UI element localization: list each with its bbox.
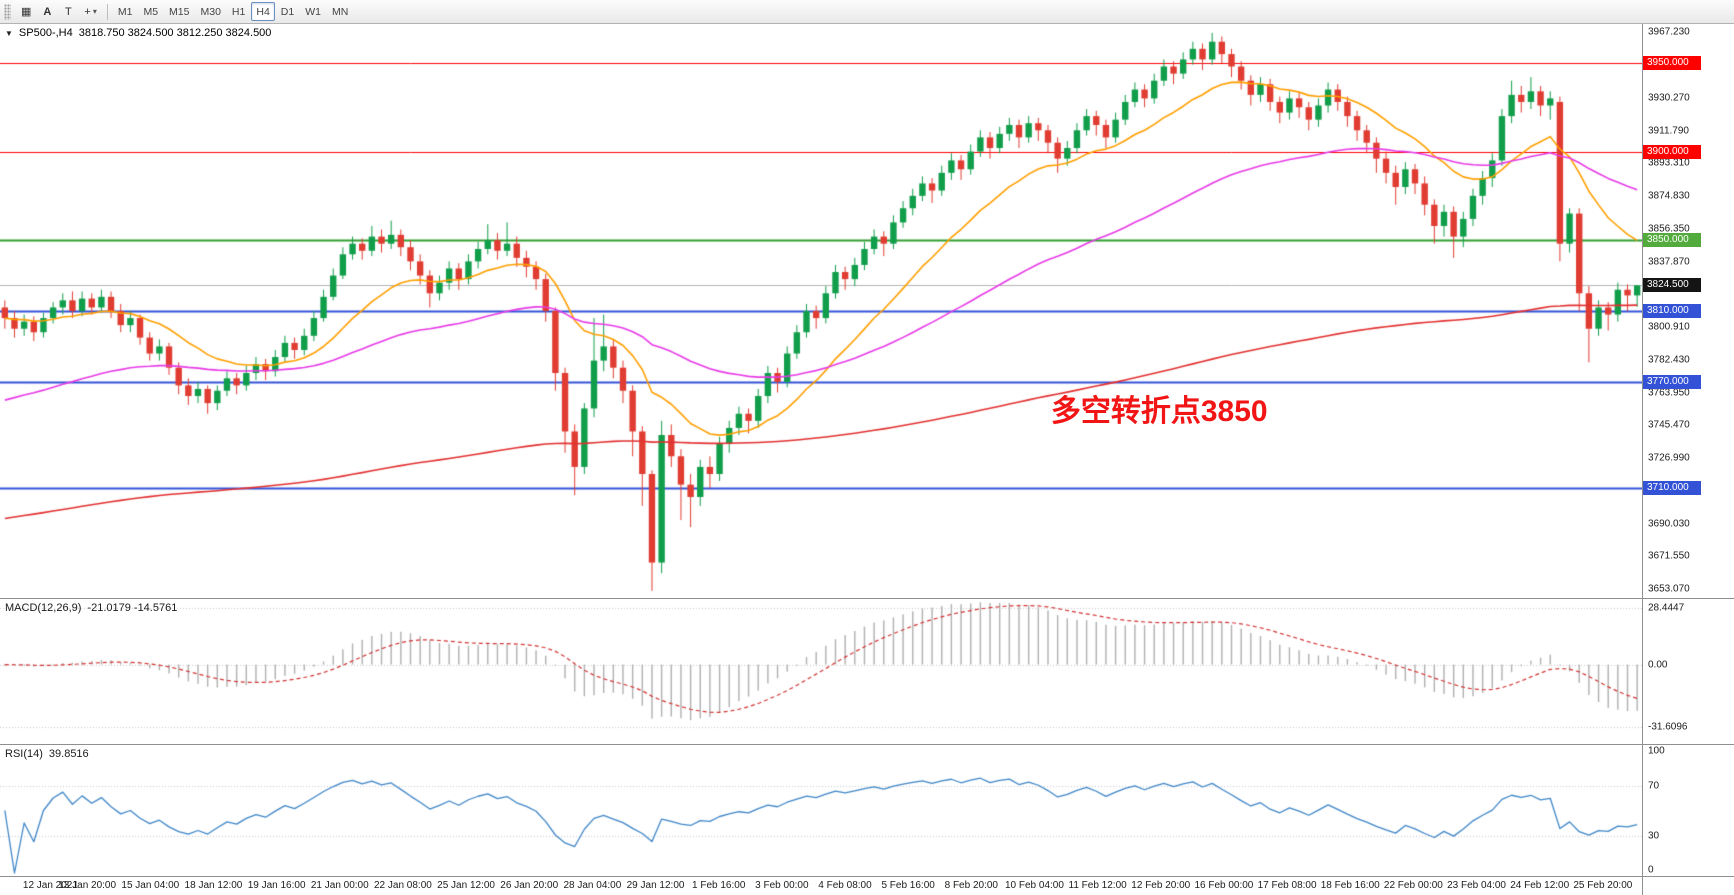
price-chart-plot[interactable]: ▼ SP500-,H4 3818.750 3824.500 3812.250 3… (0, 24, 1642, 598)
rsi-label: RSI(14) 39.8516 (5, 748, 89, 760)
time-axis-label: 28 Jan 04:00 (563, 880, 622, 891)
toolbar: ▦ A T + ▾ M1 M5 M15 M30 H1 H4 D1 W1 MN (0, 0, 1734, 24)
macd-axis-tick: 28.4447 (1648, 602, 1685, 614)
time-axis-label: 23 Feb 04:00 (1447, 880, 1506, 891)
timeframe-h1-button[interactable]: H1 (231, 5, 246, 18)
timeframe-h4-button[interactable]: H4 (251, 2, 275, 21)
price-axis-tick: 3837.870 (1648, 256, 1690, 268)
time-axis-label: 21 Jan 00:00 (310, 880, 369, 891)
price-axis-tick: 3671.550 (1648, 550, 1690, 562)
rsi-value: 39.8516 (48, 748, 89, 760)
timeframe-m30-button[interactable]: M30 (200, 5, 221, 18)
macd-label: MACD(12,26,9) -21.0179 -14.5761 (5, 602, 177, 614)
chart-ohlc-values: 3818.750 3824.500 3812.250 3824.500 (78, 27, 272, 39)
rsi-axis-tick: 100 (1648, 745, 1665, 757)
toolbar-separator (106, 3, 108, 20)
time-axis-label: 3 Feb 00:00 (755, 880, 809, 891)
grid-icon[interactable]: ▦ (21, 6, 32, 18)
time-axis-label: 8 Feb 20:00 (944, 880, 998, 891)
price-axis-tick: 3911.790 (1648, 125, 1689, 137)
price-chart-panel: ▼ SP500-,H4 3818.750 3824.500 3812.250 3… (0, 24, 1734, 599)
price-axis-tick: 3893.310 (1648, 157, 1690, 169)
price-level-badge: 3850.000 (1643, 233, 1701, 248)
price-level-badge: 3710.000 (1643, 481, 1701, 496)
time-axis-label: 26 Jan 20:00 (500, 880, 559, 891)
time-axis-label: 18 Feb 16:00 (1320, 880, 1380, 891)
price-axis-tick: 3967.230 (1648, 26, 1690, 38)
price-axis-tick: 3763.950 (1648, 387, 1690, 399)
price-axis-tick: 3726.990 (1648, 452, 1690, 464)
chevron-down-icon: ▾ (92, 7, 97, 16)
rsi-axis-tick: 30 (1648, 830, 1660, 841)
chart-collapse-icon[interactable]: ▼ (5, 28, 13, 38)
price-axis-tick: 3653.070 (1648, 583, 1690, 595)
timeframe-w1-button[interactable]: W1 (305, 5, 321, 18)
time-axis-label: 17 Feb 08:00 (1257, 880, 1317, 891)
price-level-badge: 3824.500 (1643, 278, 1701, 293)
rsi-plot[interactable]: RSI(14) 39.8516 (0, 745, 1642, 876)
time-axis-label: 4 Feb 08:00 (818, 880, 872, 891)
rsi-axis[interactable]: 100 70 30 0 (1642, 745, 1734, 876)
timeframe-d1-button[interactable]: D1 (280, 5, 295, 18)
macd-values: -21.0179 -14.5761 (87, 602, 178, 614)
price-axis-tick: 3690.030 (1648, 518, 1690, 530)
time-axis-label: 24 Feb 12:00 (1510, 880, 1570, 891)
time-axis-label: 16 Feb 00:00 (1194, 880, 1254, 891)
toolbar-drag-handle[interactable] (4, 3, 11, 20)
time-axis-corner (1642, 877, 1734, 895)
rsi-name: RSI(14) (5, 748, 43, 760)
rsi-axis-tick: 0 (1648, 864, 1654, 876)
time-axis-label: 12 Feb 20:00 (1131, 880, 1191, 891)
timeframe-m15-button[interactable]: M15 (169, 5, 190, 18)
time-axis-label: 13 Jan 20:00 (58, 880, 117, 891)
macd-plot[interactable]: MACD(12,26,9) -21.0179 -14.5761 (0, 599, 1642, 744)
macd-axis-tick: -31.6096 (1648, 721, 1688, 733)
time-axis-labels: 12 Jan 2021 13 Jan 20:00 15 Jan 04:00 18 Ja… (0, 877, 1642, 895)
chart-title: ▼ SP500-,H4 3818.750 3824.500 3812.250 3… (5, 27, 271, 39)
price-axis-tick: 3856.350 (1648, 223, 1690, 235)
crosshair-icon: + (84, 5, 91, 18)
time-axis-label: 19 Jan 16:00 (247, 880, 306, 891)
chart-symbol-label: SP500-,H4 (18, 27, 73, 39)
price-axis-tick: 3800.910 (1648, 321, 1690, 333)
time-axis-label: 1 Feb 16:00 (692, 880, 746, 891)
price-level-badge: 3770.000 (1643, 374, 1701, 389)
annotate-text-a-button[interactable]: A (43, 5, 52, 18)
price-axis-tick: 3930.270 (1648, 92, 1690, 104)
timeframe-m5-button[interactable]: M5 (143, 5, 159, 18)
time-axis-label: 29 Jan 12:00 (626, 880, 685, 891)
rsi-panel: RSI(14) 39.8516 100 70 30 0 (0, 745, 1734, 877)
price-axis-tick: 3874.830 (1648, 190, 1690, 202)
macd-panel: MACD(12,26,9) -21.0179 -14.5761 28.4447 0… (0, 599, 1734, 745)
price-axis-tick: 3782.430 (1648, 354, 1690, 366)
macd-canvas[interactable] (0, 599, 1642, 744)
time-axis-label: 11 Feb 12:00 (1068, 880, 1127, 891)
time-axis-label: 15 Jan 04:00 (121, 880, 180, 891)
price-axis[interactable]: 3967.230 3930.270 3911.790 3893.310 3874.830… (1642, 24, 1734, 598)
price-axis-tick: 3745.470 (1648, 419, 1690, 431)
time-axis-label: 10 Feb 04:00 (1004, 880, 1064, 891)
chart-annotation[interactable]: 多空转折点3850 (1050, 394, 1268, 428)
price-level-badge: 3810.000 (1643, 304, 1701, 318)
time-axis-label: 22 Jan 08:00 (373, 880, 432, 891)
macd-name: MACD(12,26,9) (5, 602, 82, 614)
time-axis-label: 5 Feb 16:00 (881, 880, 935, 891)
macd-axis[interactable]: 28.4447 0.00 -31.6096 (1642, 599, 1734, 744)
candlestick-canvas[interactable] (0, 24, 1642, 598)
price-level-badge: 3950.000 (1643, 55, 1701, 70)
rsi-axis-tick: 70 (1648, 780, 1660, 791)
price-level-badge: 3900.000 (1643, 144, 1701, 159)
time-axis-label: 22 Feb 00:00 (1383, 880, 1443, 891)
time-axis-label: 25 Feb 20:00 (1573, 880, 1633, 891)
cursor-tools-button[interactable]: + ▾ (79, 2, 101, 21)
time-axis[interactable]: 12 Jan 2021 13 Jan 20:00 15 Jan 04:00 18 Ja… (0, 877, 1734, 895)
time-axis-label: 18 Jan 12:00 (184, 880, 243, 891)
time-axis-label: 25 Jan 12:00 (437, 880, 495, 891)
annotate-text-t-button[interactable]: T (65, 5, 72, 18)
rsi-canvas[interactable] (0, 745, 1642, 876)
macd-axis-tick: 0.00 (1648, 659, 1668, 671)
timeframe-mn-button[interactable]: MN (331, 5, 349, 18)
timeframe-m1-button[interactable]: M1 (117, 5, 133, 18)
time-axis-label: 12 Jan 2021 (22, 880, 78, 891)
